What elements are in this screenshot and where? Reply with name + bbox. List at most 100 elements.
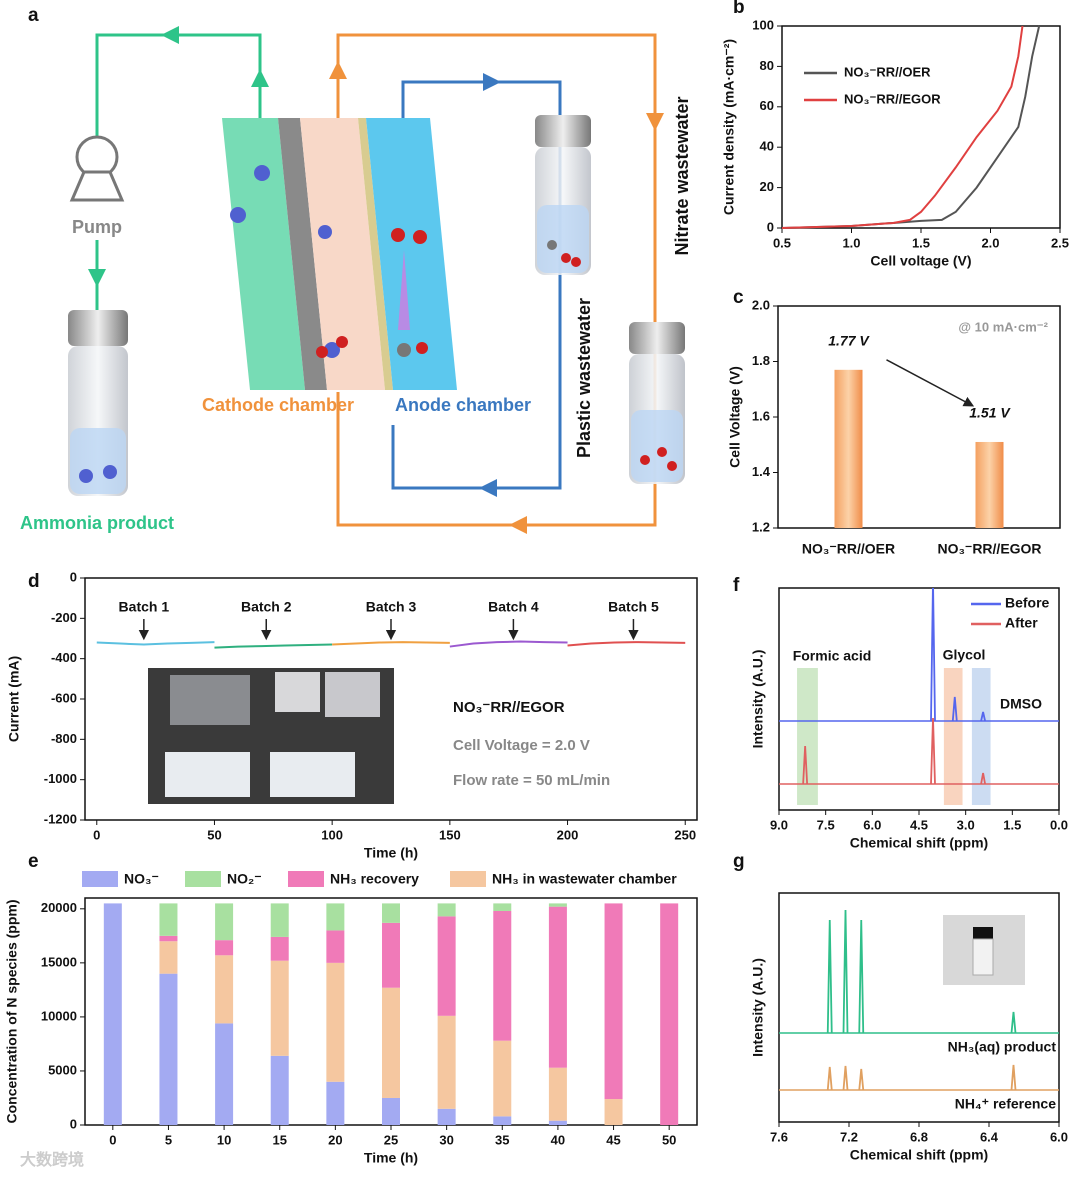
bar-segment [493, 903, 512, 911]
y-tick-label: 20000 [41, 900, 77, 915]
bar-segment [437, 903, 456, 917]
bar-segment [382, 987, 400, 1098]
panel-label: g [733, 851, 745, 872]
plastic-label: Plastic wastewater [574, 298, 594, 458]
legend-label: NO₃⁻RR//OER [844, 64, 931, 79]
y-axis-label: Concentration of N species (ppm) [4, 899, 20, 1123]
bar-segment [326, 962, 345, 1082]
trend-arrow [886, 359, 975, 407]
spectra [779, 588, 1059, 805]
y-tick-label: 100 [752, 17, 774, 32]
y-axis-label: Intensity (A.U.) [750, 650, 766, 749]
x-tick-label: 6.0 [863, 817, 881, 832]
y-tick-label: 40 [760, 139, 774, 154]
x-tick-label: 40 [551, 1132, 565, 1147]
bar-segment [159, 935, 178, 942]
pump-label: Pump [72, 217, 122, 237]
bar-segment [493, 910, 512, 1041]
y-axis-label: Current density (mA·cm⁻²) [721, 39, 737, 215]
peak [951, 696, 958, 722]
x-tick-label: 10 [217, 1132, 231, 1147]
bar-segment [326, 930, 345, 963]
peak [858, 1068, 865, 1091]
y-tick-label: 0 [70, 1116, 77, 1131]
bar-segment [215, 940, 234, 956]
panel-label: c [733, 287, 744, 308]
series-label: NH₄⁺ reference [955, 1096, 1056, 1112]
bar-segment [159, 903, 178, 936]
legend-label: After [1005, 615, 1038, 631]
peak [980, 711, 986, 722]
y-tick-label: -800 [51, 731, 77, 746]
x-tick-label: 1.5 [1003, 817, 1021, 832]
y-tick-label: 0 [767, 219, 774, 234]
x-axis-label: Time (h) [364, 845, 418, 861]
bar-segment [270, 960, 289, 1056]
data-line [781, 25, 1024, 229]
bar-segment [548, 1120, 567, 1125]
x-tick-label: 6.0 [1050, 1129, 1068, 1144]
y-tick-label: 80 [760, 58, 774, 73]
y-tick-label: 15000 [41, 954, 77, 969]
y-tick-label: -600 [51, 690, 77, 705]
bar-segment [215, 903, 234, 941]
legend-label: NH₃ recovery [330, 871, 419, 887]
bar-segment [604, 1099, 623, 1125]
batch-label: Batch 1 [119, 599, 170, 615]
x-tick-label: 6.8 [910, 1129, 928, 1144]
batch-label: Batch 3 [366, 599, 417, 615]
y-tick-label: 20 [760, 179, 774, 194]
bar-segment [493, 1116, 512, 1125]
y-axis-label: Cell Voltage (V) [727, 366, 743, 468]
y-axis-label: Intensity (A.U.) [750, 958, 766, 1057]
legend-label: Before [1005, 595, 1050, 611]
data-line [781, 25, 1041, 229]
region [797, 668, 818, 805]
vial [535, 115, 591, 275]
bar-segment [215, 1023, 234, 1125]
region-label: DMSO [1000, 696, 1042, 712]
x-tick-label: 100 [321, 827, 343, 842]
note: Flow rate = 50 mL/min [453, 772, 610, 789]
panel-label: e [28, 851, 39, 872]
x-tick-label: 3.0 [957, 817, 975, 832]
x-tick-label: 7.2 [840, 1129, 858, 1144]
bar-segment [493, 1040, 512, 1117]
x-tick-label: 250 [674, 827, 696, 842]
x-tick-label: 0.0 [1050, 817, 1068, 832]
data-line [332, 641, 450, 646]
panel-label: d [28, 571, 40, 592]
nitrate-loop [336, 33, 657, 527]
bar-segment [270, 1055, 289, 1125]
peak [826, 1066, 833, 1091]
bar-segment [548, 903, 567, 907]
legend-swatch [450, 871, 486, 887]
region [943, 668, 963, 805]
y-tick-label: 1.8 [752, 353, 770, 368]
peak [930, 588, 936, 722]
batch-label: Batch 2 [241, 599, 292, 615]
x-tick-label: 7.6 [770, 1129, 788, 1144]
panel-label: b [733, 0, 745, 18]
peak [858, 919, 865, 1034]
note: NO₃⁻RR//EGOR [453, 699, 565, 716]
bar-segment [215, 955, 234, 1024]
anode-label: Anode chamber [395, 395, 531, 415]
diagram: a Pump Ammonia product Cathode chamber A… [20, 5, 692, 534]
spectra [779, 909, 1059, 1091]
data-line [214, 643, 333, 649]
y-tick-label: 60 [760, 98, 774, 113]
y-tick-label: 1.6 [752, 408, 770, 423]
pump-base [69, 170, 125, 202]
legend-label: NH₃ in wastewater chamber [492, 871, 677, 887]
bar-segment [326, 1081, 345, 1125]
bar-segment [103, 903, 122, 1125]
bar-segment [437, 1015, 456, 1109]
x-tick-label: 150 [439, 827, 461, 842]
value-label: 1.51 V [969, 405, 1011, 421]
bar-segment [159, 973, 178, 1125]
watermark: 大数跨境 [20, 1150, 84, 1169]
bar-segment [437, 916, 456, 1016]
inset-photo [148, 668, 394, 804]
